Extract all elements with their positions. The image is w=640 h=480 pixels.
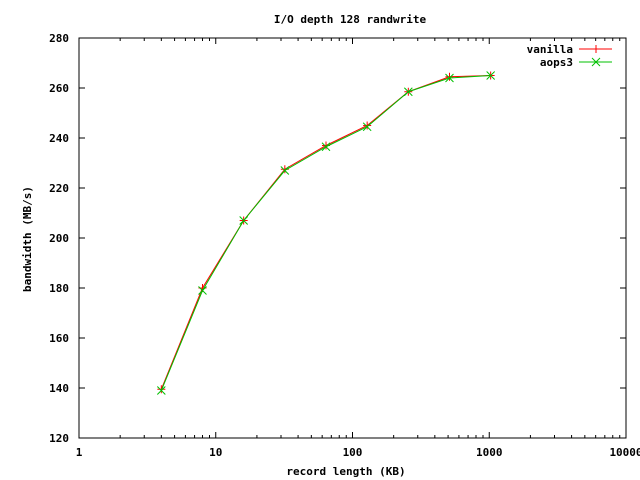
chart-title: I/O depth 128 randwrite	[274, 13, 427, 26]
y-tick-label: 200	[49, 232, 69, 245]
data-point	[486, 71, 496, 80]
data-point	[321, 142, 331, 152]
plot-area-frame	[78, 37, 627, 439]
x-axis-label: record length (KB)	[286, 465, 405, 478]
series-layer	[156, 71, 496, 395]
data-point	[156, 386, 166, 395]
series-line	[160, 75, 491, 390]
series-line	[160, 75, 491, 391]
x-tick-label: 1000	[476, 446, 503, 459]
axis-ticks: 120 140 160 180 200 220 240 260 280 1 10 100 1000 100…	[49, 32, 640, 459]
series-vanilla	[157, 71, 495, 394]
data-point	[198, 286, 207, 295]
y-axis-label: bandwidth (MB/s)	[21, 186, 34, 292]
data-point	[280, 166, 290, 175]
x-tick-label: 10000	[609, 446, 640, 459]
x-tick-label: 1	[76, 446, 83, 459]
legend-label: vanilla	[527, 43, 573, 56]
data-point	[403, 87, 413, 97]
y-tick-label: 220	[49, 182, 69, 195]
y-tick-label: 140	[49, 382, 69, 395]
x-tick-label: 100	[343, 446, 363, 459]
data-point	[239, 216, 249, 225]
data-point	[591, 57, 601, 67]
data-point	[362, 122, 372, 132]
y-tick-label: 260	[49, 82, 69, 95]
data-point	[445, 73, 454, 83]
legend-label: aops3	[540, 56, 573, 69]
x-tick-label: 10	[209, 446, 222, 459]
y-tick-label: 120	[49, 432, 69, 445]
y-tick-label: 180	[49, 282, 69, 295]
y-tick-label: 240	[49, 132, 69, 145]
y-tick-label: 160	[49, 332, 69, 345]
series-aops3	[156, 71, 496, 395]
y-tick-label: 280	[49, 32, 69, 45]
